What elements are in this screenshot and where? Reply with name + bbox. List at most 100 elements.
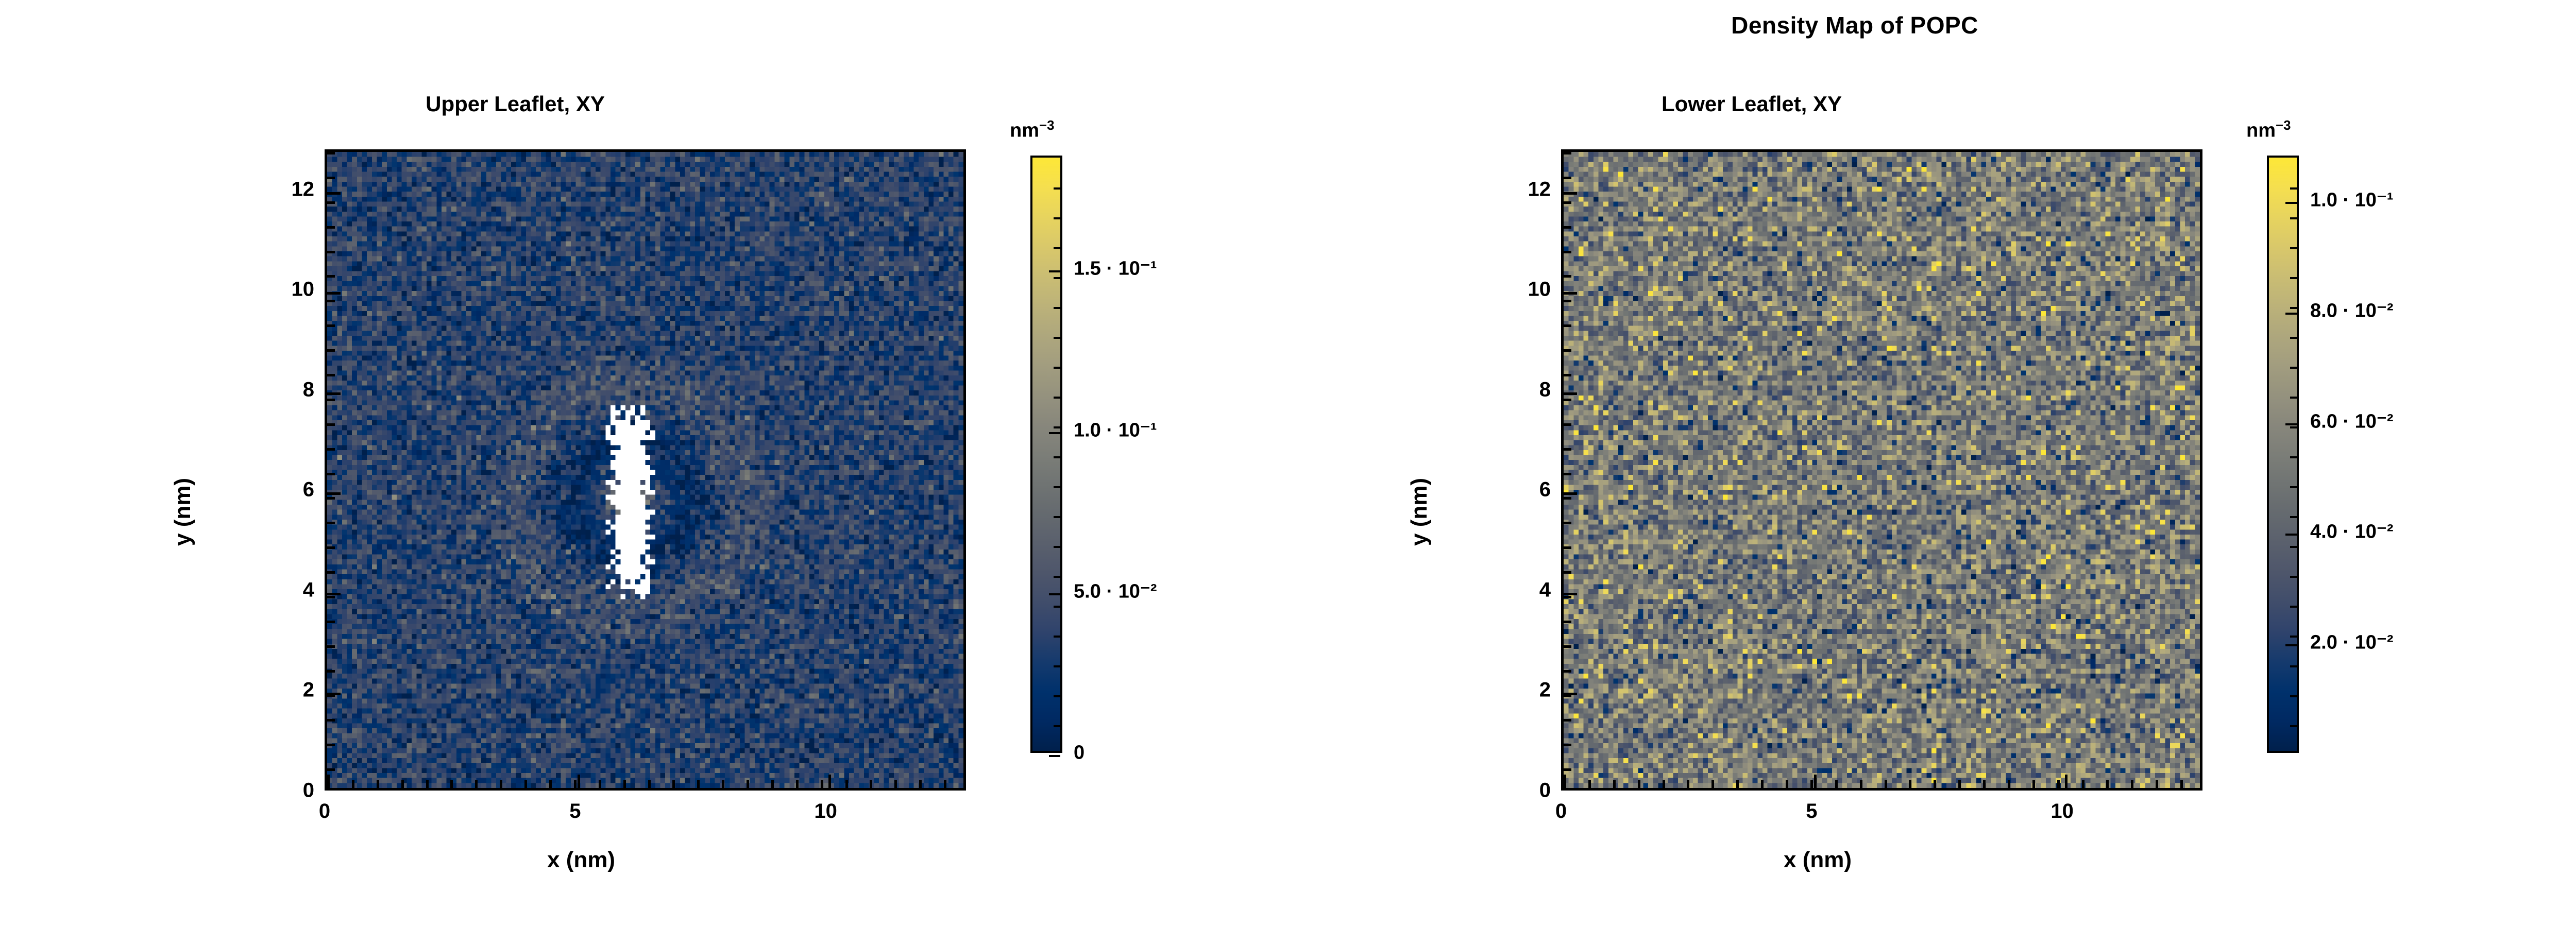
y-axis-tick-label: 6 [302, 478, 314, 501]
y-axis-minor-tick [327, 670, 335, 673]
panel-title-1: Lower Leaflet, XY [1661, 92, 1842, 116]
y-axis-tick-label: 2 [302, 678, 314, 701]
x-axis-major-tick [828, 775, 831, 788]
colorbar-minor-tick [1054, 426, 1060, 428]
colorbar-minor-tick [2290, 337, 2297, 339]
colorbar-minor-tick [1054, 486, 1060, 488]
x-axis-minor-tick [1736, 780, 1739, 788]
colorbar-major-tick [1049, 432, 1060, 434]
y-axis-tick-label: 0 [302, 779, 314, 802]
colorbar-minor-tick [2290, 456, 2297, 458]
y-axis-minor-tick [327, 768, 335, 771]
heatmap-image-0 [327, 152, 963, 788]
x-axis-minor-tick [2131, 780, 2134, 788]
x-axis-major-tick [578, 775, 581, 788]
y-axis-minor-tick [1564, 595, 1571, 598]
colorbar-minor-tick [2290, 576, 2297, 578]
y-axis-minor-tick [1564, 571, 1571, 574]
y-axis-major-tick [327, 292, 341, 295]
x-axis-minor-tick [697, 780, 700, 788]
x-axis-minor-tick [598, 780, 601, 788]
x-axis-minor-tick [1613, 780, 1616, 788]
colorbar-major-tick [2285, 201, 2297, 204]
x-axis-major-tick [327, 775, 330, 788]
x-axis-tick-label: 0 [1555, 800, 1567, 822]
y-axis-minor-tick [327, 398, 335, 401]
colorbar-major-tick [1049, 755, 1060, 757]
colorbar-tick-label: 1.5 · 10⁻¹ [1074, 258, 1157, 280]
colorbar-minor-tick [1054, 695, 1060, 697]
colorbar-gradient-0[interactable] [1030, 156, 1062, 757]
x-axis-major-tick [2064, 775, 2067, 788]
y-axis-minor-tick [327, 324, 335, 328]
colorbar-unit-label-1: nm−3 [2246, 118, 2291, 142]
x-axis-minor-tick [1711, 780, 1715, 788]
y-axis-tick-label: 8 [1539, 378, 1551, 401]
x-axis-minor-tick [1983, 780, 1986, 788]
x-axis-minor-tick [870, 780, 873, 788]
x-axis-tick-label: 5 [1806, 800, 1818, 822]
x-axis-minor-tick [450, 780, 453, 788]
panel-title-0: Upper Leaflet, XY [426, 92, 605, 116]
colorbar-minor-tick [2290, 486, 2297, 488]
colorbar-minor-tick [1054, 247, 1060, 249]
y-axis-major-tick [327, 592, 341, 595]
x-axis-minor-tick [820, 780, 823, 788]
x-axis-major-tick [1564, 775, 1566, 788]
colorbar-minor-tick [2290, 397, 2297, 399]
y-axis-major-tick [1564, 492, 1577, 495]
y-axis-major-tick [1564, 392, 1577, 395]
y-axis-minor-tick [1564, 768, 1571, 771]
x-axis-tick-label: 5 [569, 800, 581, 822]
heatmap-image-1 [1564, 152, 2200, 788]
y-axis-minor-tick [1564, 423, 1571, 426]
x-axis-minor-tick [351, 780, 354, 788]
heatmap-axes-1[interactable] [1561, 149, 2202, 791]
heatmap-axes-0[interactable] [325, 149, 966, 791]
colorbar-minor-tick [1054, 576, 1060, 578]
colorbar-gradient-1[interactable] [2267, 156, 2299, 753]
x-axis-minor-tick [623, 780, 626, 788]
axis-label-x-0: x (nm) [547, 847, 615, 872]
colorbar-tick-label: 6.0 · 10⁻² [2310, 410, 2394, 433]
colorbar-minor-tick [2290, 307, 2297, 309]
colorbar-major-tick [1049, 593, 1060, 596]
colorbar-minor-tick [1054, 636, 1060, 638]
colorbar-minor-tick [2290, 606, 2297, 608]
colorbar-minor-tick [1054, 725, 1060, 727]
x-axis-minor-tick [1687, 780, 1690, 788]
x-axis-minor-tick [500, 780, 503, 788]
x-axis-minor-tick [549, 780, 552, 788]
y-axis-tick-label: 10 [1528, 278, 1551, 301]
y-axis-minor-tick [327, 349, 335, 352]
x-axis-minor-tick [426, 780, 429, 788]
colorbar-minor-tick [1054, 546, 1060, 548]
x-axis-minor-tick [771, 780, 774, 788]
y-axis-minor-tick [327, 423, 335, 426]
colorbar-tick-label: 8.0 · 10⁻² [2310, 300, 2394, 322]
y-axis-tick-label: 12 [1528, 178, 1551, 201]
panel-upper-leaflet: Upper Leaflet, XY y (nm) x (nm) nm−3 0 5.… [0, 0, 1236, 927]
y-axis-tick-label: 6 [1539, 478, 1551, 501]
y-axis-minor-tick [327, 152, 335, 154]
y-axis-minor-tick [327, 176, 335, 179]
y-axis-minor-tick [327, 645, 335, 648]
y-axis-major-tick [1564, 292, 1577, 295]
x-axis-minor-tick [672, 780, 675, 788]
x-axis-minor-tick [845, 780, 848, 788]
x-axis-tick-label: 0 [318, 800, 331, 822]
x-axis-minor-tick [894, 780, 897, 788]
y-axis-minor-tick [1564, 472, 1571, 475]
y-axis-minor-tick [327, 250, 335, 253]
y-axis-minor-tick [1564, 349, 1571, 352]
x-axis-minor-tick [1588, 780, 1591, 788]
y-axis-minor-tick [1564, 670, 1571, 673]
x-axis-minor-tick [1909, 780, 1912, 788]
x-axis-minor-tick [1859, 780, 1862, 788]
colorbar-minor-tick [2290, 695, 2297, 697]
colorbar-tick-label: 0 [1074, 742, 1085, 764]
y-axis-minor-tick [1564, 226, 1571, 229]
y-axis-minor-tick [327, 744, 335, 747]
y-axis-minor-tick [327, 275, 335, 278]
y-axis-major-tick [327, 392, 341, 395]
